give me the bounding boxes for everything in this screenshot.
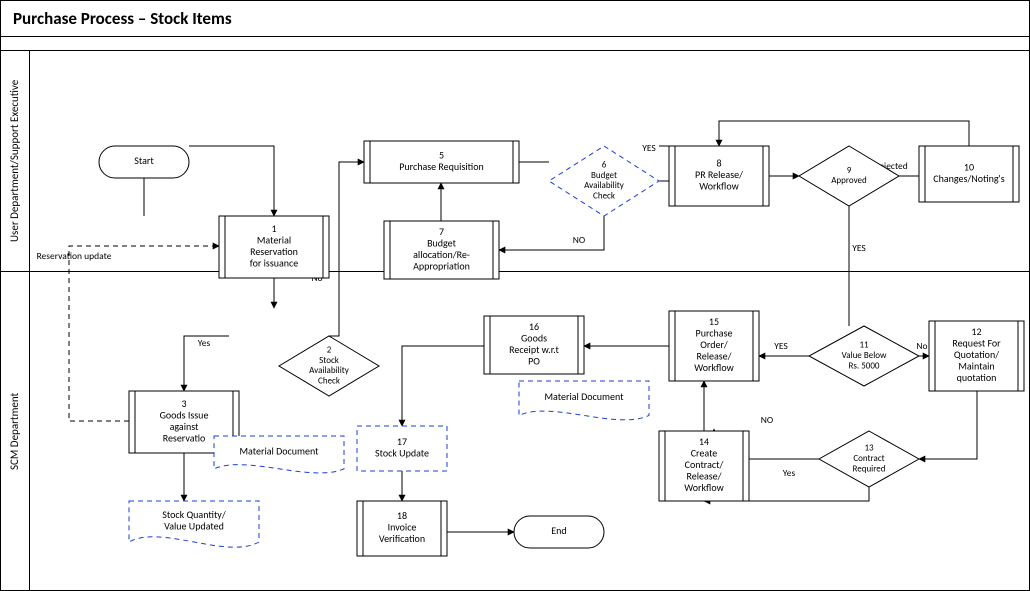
svg-text:Stock Quantity/Value Updated: Stock Quantity/Value Updated [162,508,226,533]
node-n9: 9Approved [799,146,899,206]
node-n10: 10Changes/Noting's [919,146,1019,202]
flowchart-canvas: YesNoReservation updateYESNORejectedYESN… [29,51,1029,591]
node-docA: Material Document [214,436,344,473]
node-n13: 13ContractRequired [819,431,919,487]
svg-text:Start: Start [134,154,154,167]
node-docB: Stock Quantity/Value Updated [129,501,259,547]
node-n12: 12Request ForQuotation/Maintainquotation [929,321,1024,391]
node-n7: 7Budgetallocation/Re-Appropriation [384,221,499,279]
page-title: Purchase Process – Stock Items [1,1,1029,37]
node-n15: 15PurchaseOrder/Release/Workflow [669,311,759,381]
node-n11: 11Value BelowRs. 5000 [809,326,919,386]
lane-header-bottom: SCM Department [1,271,29,591]
svg-text:YES: YES [642,142,656,154]
node-docC: Material Document [519,381,649,420]
svg-text:No: No [916,340,927,352]
edge-14 [719,121,969,146]
node-n8: 8PR Release/Workflow [669,146,769,206]
svg-text:Reservation update: Reservation update [37,250,112,262]
edge-15: YES [849,206,866,326]
edge-18 [919,391,977,459]
node-n14: 14CreateContract/Release/Workflow [659,431,749,501]
edge-8: YES [642,142,669,156]
node-n6: 6BudgetAvailabilityCheck [549,146,659,216]
node-start: Start [99,146,189,178]
lane-header-top: User Department/Support Executive [1,51,29,271]
node-n2: 2StockAvailabilityCheck [279,336,379,396]
svg-text:Material Document: Material Document [240,445,320,458]
node-n5: 5Purchase Requisition [364,141,519,183]
edge-10: NO [499,216,604,250]
node-n17: 17Stock Update [357,426,447,471]
node-end: End [514,516,604,548]
swimlanes: User Department/Support Executive SCM De… [1,51,1029,590]
svg-text:NO: NO [761,414,773,426]
edge-16: No [916,340,929,356]
diagram-frame: Purchase Process – Stock Items User Depa… [0,0,1030,591]
node-n1: 1MaterialReservationfor issuance [219,216,329,278]
svg-text:Material Document: Material Document [545,391,625,404]
svg-text:NO: NO [573,234,585,246]
node-n16: 16GoodsReceipt w.r.tPO [484,316,584,374]
svg-text:Yes: Yes [198,337,211,349]
svg-text:End: End [551,524,566,537]
edge-17: YES [759,340,809,356]
node-n18: 18InvoiceVerification [357,501,447,556]
svg-text:Yes: Yes [783,467,796,479]
title-text: Purchase Process – Stock Items [13,8,232,29]
header-spacer [1,37,1029,51]
lane-header-column: User Department/Support Executive SCM De… [1,51,30,590]
svg-text:YES: YES [852,242,866,254]
svg-text:YES: YES [774,340,788,352]
edge-1 [189,146,274,216]
edge-3: Yes [184,336,229,391]
edge-23 [402,346,485,426]
